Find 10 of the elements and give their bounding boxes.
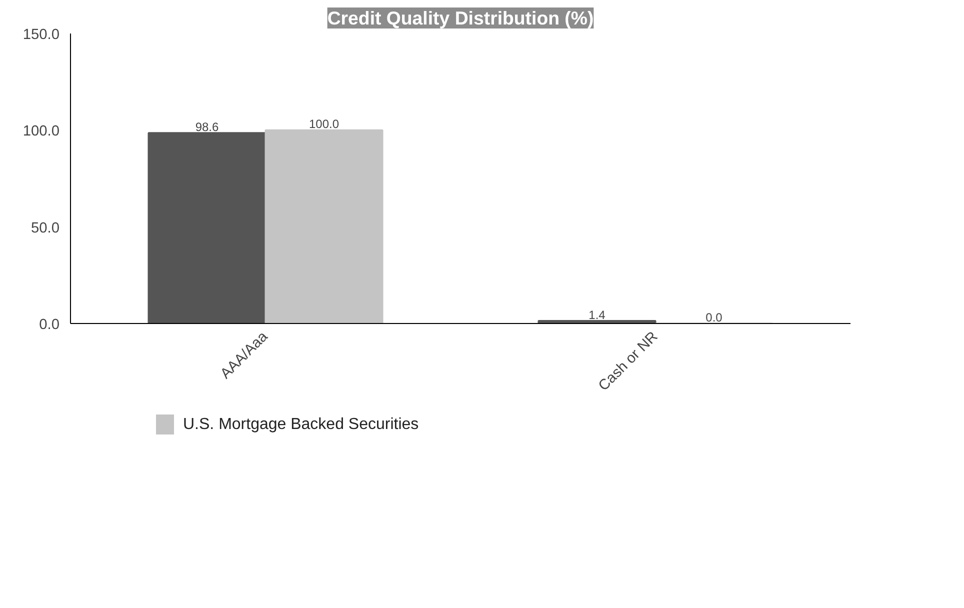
data-label: 0.0 [706, 310, 723, 324]
y-tick-label: 100.0 [22, 124, 60, 140]
legend-label: U.S. Mortgage Backed Securities [183, 416, 419, 433]
data-label: 1.4 [588, 308, 606, 322]
y-tick-label: 0.0 [39, 317, 60, 333]
y-tick-label: 150.0 [22, 27, 60, 43]
chart-title: Credit Quality Distribution (%) [327, 8, 594, 28]
data-label: 100.0 [308, 117, 340, 132]
data-label: 98.6 [195, 120, 220, 134]
y-tick-label: 50.0 [30, 220, 60, 236]
